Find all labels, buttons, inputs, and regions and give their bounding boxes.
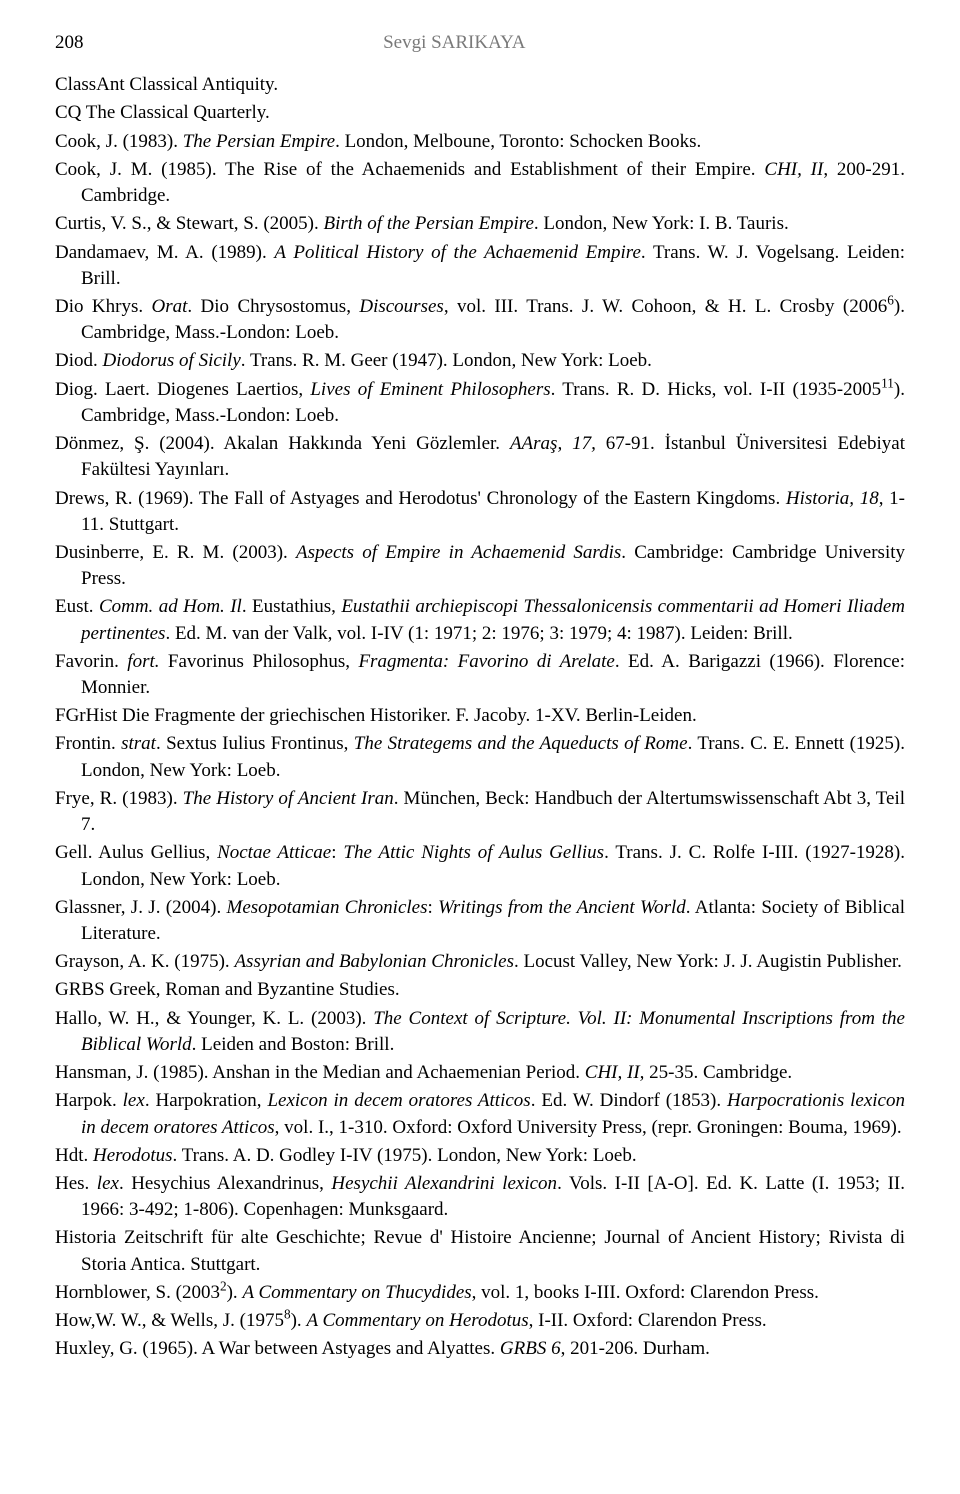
bibliography-entry: Dandamaev, M. A. (1989). A Political His… (55, 240, 905, 292)
page-container: 208 Sevgi SARIKAYA ClassAnt Classical An… (0, 0, 960, 1494)
bibliography-entry: ClassAnt Classical Antiquity. (55, 72, 905, 98)
bibliography-entry: How,W. W., & Wells, J. (19758). A Commen… (55, 1308, 905, 1334)
bibliography-entry: Glassner, J. J. (2004). Mesopotamian Chr… (55, 895, 905, 947)
bibliography-entry: Dönmez, Ş. (2004). Akalan Hakkında Yeni … (55, 431, 905, 483)
header-spacer (865, 30, 905, 56)
bibliography-entry: Hansman, J. (1985). Anshan in the Median… (55, 1060, 905, 1086)
bibliography-entry: Dusinberre, E. R. M. (2003). Aspects of … (55, 540, 905, 592)
bibliography-entry: CQ The Classical Quarterly. (55, 100, 905, 126)
bibliography-entry: Historia Zeitschrift für alte Geschichte… (55, 1225, 905, 1277)
bibliography-entry: Dio Khrys. Orat. Dio Chrysostomus, Disco… (55, 294, 905, 346)
bibliography-entry: Frye, R. (1983). The History of Ancient … (55, 786, 905, 838)
bibliography-entry: Eust. Comm. ad Hom. Il. Eustathius, Eust… (55, 594, 905, 646)
bibliography-entry: Gell. Aulus Gellius, Noctae Atticae: The… (55, 840, 905, 892)
author-name: Sevgi SARIKAYA (44, 30, 866, 56)
bibliography-entry: Hdt. Herodotus. Trans. A. D. Godley I-IV… (55, 1143, 905, 1169)
bibliography-entry: FGrHist Die Fragmente der griechischen H… (55, 703, 905, 729)
bibliography-entry: Cook, J. (1983). The Persian Empire. Lon… (55, 129, 905, 155)
bibliography-entry: Hes. lex. Hesychius Alexandrinus, Hesych… (55, 1171, 905, 1223)
bibliography-entry: GRBS Greek, Roman and Byzantine Studies. (55, 977, 905, 1003)
bibliography-entry: Drews, R. (1969). The Fall of Astyages a… (55, 486, 905, 538)
bibliography-entry: Diod. Diodorus of Sicily. Trans. R. M. G… (55, 348, 905, 374)
bibliography-entry: Huxley, G. (1965). A War between Astyage… (55, 1336, 905, 1362)
header-row: 208 Sevgi SARIKAYA (55, 30, 905, 56)
bibliography-entry: Curtis, V. S., & Stewart, S. (2005). Bir… (55, 211, 905, 237)
bibliography-entry: Hallo, W. H., & Younger, K. L. (2003). T… (55, 1006, 905, 1058)
bibliography-entry: Harpok. lex. Harpokration, Lexicon in de… (55, 1088, 905, 1140)
bibliography-entry: Favorin. fort. Favorinus Philosophus, Fr… (55, 649, 905, 701)
bibliography-entry: Frontin. strat. Sextus Iulius Frontinus,… (55, 731, 905, 783)
bibliography-entry: Grayson, A. K. (1975). Assyrian and Baby… (55, 949, 905, 975)
bibliography-list: ClassAnt Classical Antiquity.CQ The Clas… (55, 72, 905, 1362)
bibliography-entry: Diog. Laert. Diogenes Laertios, Lives of… (55, 377, 905, 429)
bibliography-entry: Hornblower, S. (20032). A Commentary on … (55, 1280, 905, 1306)
bibliography-entry: Cook, J. M. (1985). The Rise of the Acha… (55, 157, 905, 209)
